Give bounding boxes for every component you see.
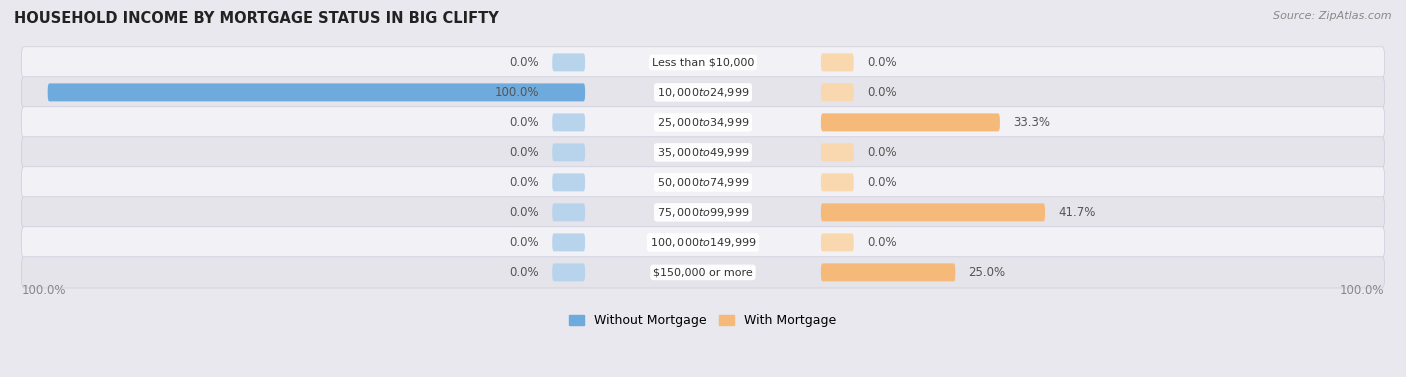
Text: 0.0%: 0.0%: [868, 86, 897, 99]
Text: 0.0%: 0.0%: [509, 236, 538, 249]
FancyBboxPatch shape: [821, 264, 955, 281]
FancyBboxPatch shape: [21, 167, 1385, 198]
Text: $35,000 to $49,999: $35,000 to $49,999: [657, 146, 749, 159]
FancyBboxPatch shape: [553, 264, 585, 281]
Text: $10,000 to $24,999: $10,000 to $24,999: [657, 86, 749, 99]
FancyBboxPatch shape: [21, 137, 1385, 168]
Text: 0.0%: 0.0%: [509, 146, 538, 159]
Legend: Without Mortgage, With Mortgage: Without Mortgage, With Mortgage: [564, 310, 842, 333]
FancyBboxPatch shape: [21, 197, 1385, 228]
Text: 0.0%: 0.0%: [509, 266, 538, 279]
FancyBboxPatch shape: [821, 233, 853, 251]
FancyBboxPatch shape: [821, 83, 853, 101]
FancyBboxPatch shape: [21, 47, 1385, 78]
FancyBboxPatch shape: [21, 227, 1385, 258]
Text: $150,000 or more: $150,000 or more: [654, 267, 752, 277]
FancyBboxPatch shape: [821, 173, 853, 192]
FancyBboxPatch shape: [553, 54, 585, 71]
Text: 0.0%: 0.0%: [868, 56, 897, 69]
Text: 0.0%: 0.0%: [868, 236, 897, 249]
FancyBboxPatch shape: [553, 113, 585, 132]
Text: $100,000 to $149,999: $100,000 to $149,999: [650, 236, 756, 249]
FancyBboxPatch shape: [553, 233, 585, 251]
FancyBboxPatch shape: [821, 143, 853, 161]
Text: 0.0%: 0.0%: [868, 176, 897, 189]
Text: 0.0%: 0.0%: [509, 176, 538, 189]
FancyBboxPatch shape: [553, 203, 585, 221]
FancyBboxPatch shape: [48, 83, 585, 101]
Text: 25.0%: 25.0%: [969, 266, 1005, 279]
Text: 100.0%: 100.0%: [495, 86, 538, 99]
Text: Source: ZipAtlas.com: Source: ZipAtlas.com: [1274, 11, 1392, 21]
Text: 0.0%: 0.0%: [868, 146, 897, 159]
Text: 100.0%: 100.0%: [1340, 285, 1385, 297]
FancyBboxPatch shape: [21, 107, 1385, 138]
FancyBboxPatch shape: [553, 173, 585, 192]
FancyBboxPatch shape: [21, 257, 1385, 288]
FancyBboxPatch shape: [21, 77, 1385, 108]
Text: 41.7%: 41.7%: [1059, 206, 1095, 219]
FancyBboxPatch shape: [821, 54, 853, 71]
Text: $50,000 to $74,999: $50,000 to $74,999: [657, 176, 749, 189]
Text: $25,000 to $34,999: $25,000 to $34,999: [657, 116, 749, 129]
Text: 0.0%: 0.0%: [509, 56, 538, 69]
FancyBboxPatch shape: [821, 113, 1000, 132]
Text: HOUSEHOLD INCOME BY MORTGAGE STATUS IN BIG CLIFTY: HOUSEHOLD INCOME BY MORTGAGE STATUS IN B…: [14, 11, 499, 26]
Text: $75,000 to $99,999: $75,000 to $99,999: [657, 206, 749, 219]
Text: Less than $10,000: Less than $10,000: [652, 57, 754, 67]
Text: 100.0%: 100.0%: [21, 285, 66, 297]
Text: 0.0%: 0.0%: [509, 116, 538, 129]
FancyBboxPatch shape: [821, 203, 1045, 221]
Text: 0.0%: 0.0%: [509, 206, 538, 219]
FancyBboxPatch shape: [553, 143, 585, 161]
Text: 33.3%: 33.3%: [1012, 116, 1050, 129]
